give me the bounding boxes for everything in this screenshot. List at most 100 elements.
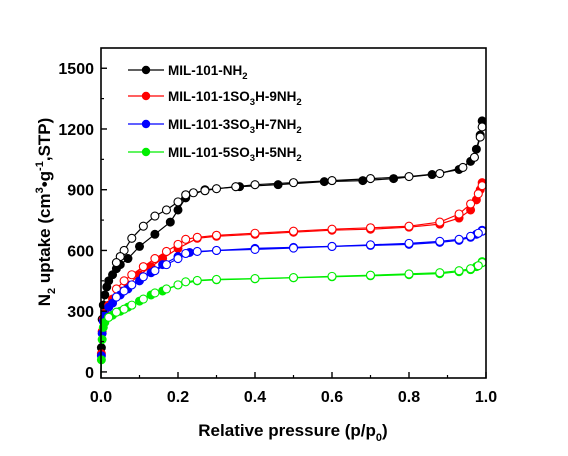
legend-entry-3: MIL-101-3SO3H-7NH2 <box>128 117 302 136</box>
x-tick-label: 0.0 <box>90 389 112 406</box>
desorption-point <box>181 277 191 287</box>
desorption-point <box>192 275 202 285</box>
y-tick-label: 300 <box>67 304 94 321</box>
desorption-point <box>192 232 202 242</box>
desorption-point <box>250 180 260 190</box>
desorption-point <box>469 152 480 162</box>
desorption-point <box>288 273 299 283</box>
adsorption-point <box>427 170 437 180</box>
desorption-point <box>250 244 260 254</box>
adsorption-point <box>135 241 144 251</box>
desorption-point <box>477 122 487 132</box>
y-tick-label: 900 <box>67 183 94 200</box>
y-tick-label: 600 <box>67 243 94 260</box>
y-axis-ticks: 0 300 600 900 1200 1500 <box>58 61 107 382</box>
desorption-point <box>288 178 299 188</box>
desorption-point <box>473 189 483 199</box>
x-tick-label: 0.6 <box>321 389 343 406</box>
desorption-point <box>365 174 376 184</box>
legend-entry-2: MIL-101-1SO3H-9NH2 <box>128 89 302 108</box>
legend-marker-1 <box>141 65 151 75</box>
desorption-point <box>161 284 171 294</box>
desorption-point <box>161 246 171 257</box>
desorption-point <box>104 312 114 322</box>
x-axis-ticks: 0.0 0.2 0.4 0.6 0.8 1.0 <box>90 372 497 406</box>
desorption-point <box>127 280 137 290</box>
x-axis-title: Relative pressure (p/p0) <box>198 421 387 444</box>
legend-label-2: MIL-101-1SO3H-9NH2 <box>168 89 302 108</box>
adsorption-point <box>358 176 368 186</box>
desorption-point <box>473 228 483 238</box>
desorption-point <box>119 286 129 296</box>
desorption-point <box>181 248 191 259</box>
desorption-point <box>150 254 160 264</box>
legend-marker-3 <box>141 119 151 129</box>
desorption-point <box>173 254 183 264</box>
adsorption-point <box>97 335 107 345</box>
desorption-point <box>211 245 222 256</box>
desorption-point <box>138 294 148 304</box>
legend-label-1: MIL-101-NH2 <box>168 63 248 82</box>
desorption-point <box>150 288 160 298</box>
legend-label-4: MIL-101-5SO3H-5NH2 <box>168 145 302 164</box>
desorption-point <box>475 132 485 142</box>
desorption-point <box>111 292 121 302</box>
series-markers <box>96 116 487 365</box>
desorption-point <box>192 246 202 257</box>
desorption-point <box>365 240 376 250</box>
desorption-point <box>161 205 171 215</box>
desorption-point <box>404 172 414 182</box>
desorption-point <box>250 274 260 284</box>
desorption-point <box>404 269 414 279</box>
desorption-point <box>127 300 137 310</box>
desorption-point <box>188 188 198 198</box>
x-tick-label: 1.0 <box>475 389 497 406</box>
desorption-point <box>454 234 464 244</box>
x-tick-label: 0.8 <box>398 389 420 406</box>
desorption-point <box>477 181 487 191</box>
y-tick-label: 1500 <box>58 61 94 78</box>
desorption-point <box>211 230 222 240</box>
desorption-point <box>119 276 129 286</box>
desorption-point <box>404 221 414 231</box>
adsorption-point <box>319 177 329 187</box>
desorption-point <box>173 197 183 207</box>
desorption-point <box>365 270 376 280</box>
desorption-point <box>288 226 299 236</box>
desorption-point <box>327 224 337 234</box>
legend-marker-2 <box>141 91 151 101</box>
desorption-point <box>127 233 137 243</box>
adsorption-point <box>273 180 283 190</box>
desorption-point <box>466 264 476 274</box>
desorption-point <box>181 234 191 244</box>
adsorption-point <box>165 217 175 227</box>
desorption-point <box>211 184 222 194</box>
legend-entry-4: MIL-101-5SO3H-5NH2 <box>128 145 302 164</box>
desorption-point <box>200 186 210 196</box>
desorption-point <box>365 223 376 233</box>
desorption-point <box>138 272 148 282</box>
desorption-point <box>327 176 337 186</box>
desorption-point <box>250 228 260 238</box>
desorption-point <box>327 271 337 281</box>
y-tick-label: 1200 <box>58 122 94 139</box>
desorption-point <box>119 304 129 314</box>
desorption-point <box>327 241 337 251</box>
desorption-point <box>458 162 468 172</box>
desorption-point <box>435 217 445 227</box>
legend: MIL-101-NH2 MIL-101-1SO3H-9NH2 MIL-101-3… <box>128 63 302 164</box>
legend-entry-1: MIL-101-NH2 <box>128 63 248 82</box>
adsorption-point <box>471 144 481 154</box>
desorption-point <box>173 280 183 290</box>
x-tick-label: 0.4 <box>244 389 266 406</box>
desorption-point <box>111 258 121 268</box>
desorption-point <box>288 243 299 253</box>
legend-label-3: MIL-101-3SO3H-7NH2 <box>168 117 302 136</box>
legend-marker-4 <box>141 147 151 157</box>
desorption-point <box>173 239 183 249</box>
desorption-point <box>150 211 160 221</box>
desorption-point <box>454 266 464 276</box>
adsorption-point <box>150 229 160 239</box>
desorption-point <box>454 209 464 219</box>
